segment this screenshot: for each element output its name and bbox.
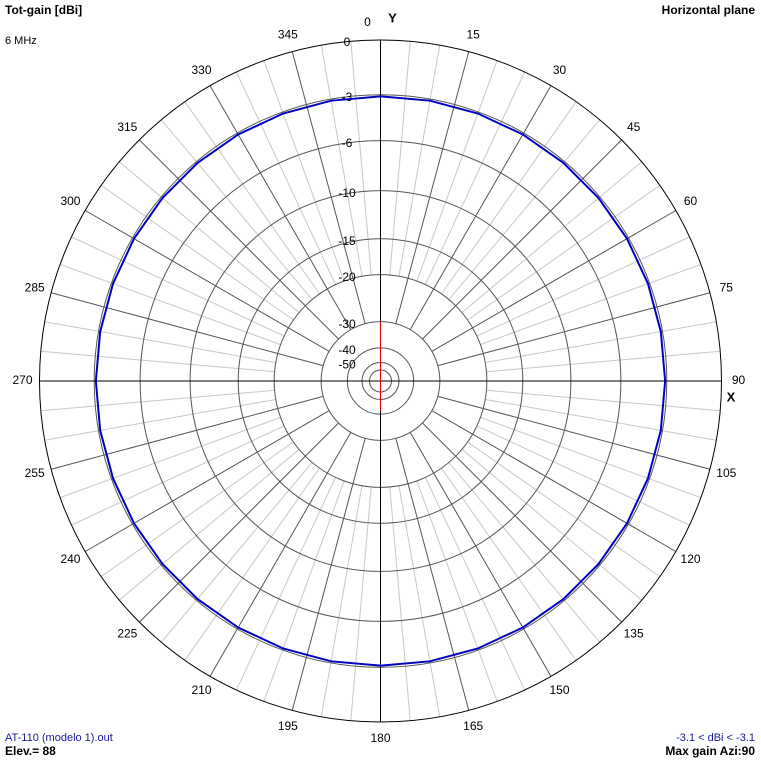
gain-pattern [94,95,667,667]
minor-spoke [100,441,294,577]
angle-tick-label: 240 [60,552,80,566]
angle-tick-label: 210 [191,683,211,697]
ring-label: -3 [342,90,353,104]
title: Tot-gain [dBi] [5,3,82,17]
minor-spoke [59,263,281,346]
angle-tick-label: 120 [681,552,701,566]
minor-spoke [350,486,372,721]
angle-tick-label: 330 [191,63,211,77]
ring-label: -15 [338,234,356,248]
minor-spoke [424,71,526,285]
ring-label: 0 [344,35,351,49]
angle-tick-label: 45 [627,120,641,134]
minor-spoke [118,161,300,314]
ring-label: -6 [342,136,353,150]
y-axis-label: Y [388,10,397,25]
angle-tick-label: 105 [716,466,736,480]
angle-tick-label: 60 [684,194,698,208]
minor-spoke [100,185,294,321]
angle-tick-label: 255 [25,466,45,480]
angle-tick-label: 195 [278,719,298,733]
minor-spoke [71,425,285,526]
minor-spoke [448,119,601,300]
ring-label: -50 [338,358,356,372]
minor-spoke [398,485,441,717]
plane: Horizontal plane [662,3,756,17]
minor-spoke [71,236,285,337]
minor-spoke [416,480,498,702]
angle-tick-label: 0 [364,15,371,29]
angle-tick-label: 15 [466,27,480,41]
minor-spoke [118,448,300,601]
angle-tick-label: 135 [624,626,644,640]
minor-spoke [461,448,643,601]
angle-tick-label: 270 [12,373,32,387]
minor-spoke [486,350,721,373]
minor-spoke [44,398,276,441]
minor-spoke [160,462,313,643]
angle-tick-label: 165 [463,719,483,733]
minor-spoke [320,45,363,277]
minor-spoke [480,416,702,499]
minor-spoke [441,101,577,295]
minor-spoke [476,236,690,337]
angle-tick-label: 315 [117,120,137,134]
minor-spoke [467,441,661,577]
minor-spoke [389,486,411,721]
minor-spoke [467,185,661,321]
ring-label: -40 [338,343,356,357]
minor-spoke [424,477,526,691]
grid [39,39,722,723]
file-name: AT-110 (modelo 1).out [5,732,113,744]
minor-spoke [263,480,345,702]
frequency: 6 MHz [5,35,37,47]
minor-spoke [486,389,721,412]
ring-label: -20 [338,270,356,284]
ring-label: -30 [338,317,356,331]
minor-spoke [44,321,276,364]
gain-range: -3.1 < dBi < -3.1 [676,732,755,744]
angle-tick-label: 345 [278,27,298,41]
angle-tick-label: 180 [370,731,390,745]
angle-tick-label: 285 [25,281,45,295]
angle-tick-label: 150 [549,683,569,697]
minor-spoke [184,101,320,295]
minor-spoke [485,398,717,441]
minor-spoke [389,41,411,276]
minor-spoke [263,60,345,282]
minor-spoke [398,45,441,277]
minor-spoke [485,321,717,364]
minor-spoke [184,467,320,661]
angle-tick-label: 300 [60,194,80,208]
elevation: Elev.= 88 [5,744,56,758]
minor-spoke [235,477,337,691]
minor-spoke [480,263,702,346]
minor-spoke [461,161,643,314]
minor-spoke [441,467,577,661]
angle-tick-label: 90 [732,373,746,387]
minor-spoke [476,425,690,526]
minor-spoke [59,416,281,499]
max-gain: Max gain Azi:90 [665,744,755,758]
minor-spoke [320,485,363,717]
angle-tick-label: 225 [117,626,137,640]
ring-label: -10 [338,186,356,200]
minor-spoke [40,389,275,412]
minor-spoke [416,60,498,282]
angle-tick-label: 30 [553,63,567,77]
minor-spoke [160,119,313,300]
minor-spoke [235,71,337,285]
x-axis-label: X [727,389,736,404]
minor-spoke [448,462,601,643]
angle-tick-label: 75 [720,281,734,295]
minor-spoke [350,41,372,276]
minor-spoke [40,350,275,373]
